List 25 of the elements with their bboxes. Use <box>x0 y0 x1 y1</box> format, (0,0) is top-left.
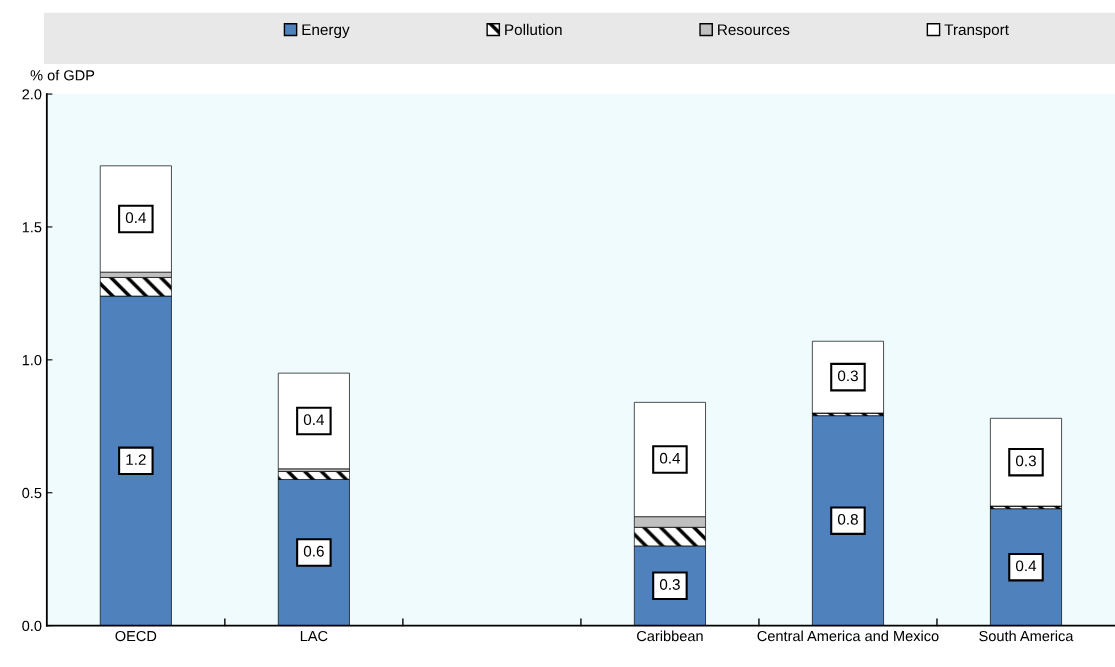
x-tick-label: Caribbean <box>637 630 703 642</box>
y-tick-label: 2.0 <box>22 89 42 100</box>
y-tick-label: 0.0 <box>22 620 42 632</box>
data-label: 0.3 <box>1015 455 1036 467</box>
legend-label: Energy <box>302 24 350 39</box>
y-tick-label: 1.5 <box>22 222 42 233</box>
data-label: 0.4 <box>1015 560 1037 572</box>
data-label: 0.3 <box>837 370 858 382</box>
x-tick-label: South America <box>979 630 1074 642</box>
y-tick-label: 1.0 <box>22 354 42 366</box>
y-tick-label: 0.5 <box>22 487 42 499</box>
data-label: 0.4 <box>659 452 681 464</box>
y-axis-title: % of GDP <box>30 69 95 81</box>
data-label: 0.4 <box>125 212 147 224</box>
x-tick-label: OECD <box>115 630 157 642</box>
data-label: 0.3 <box>659 579 680 590</box>
x-tick-label: LAC <box>300 630 328 642</box>
x-tick-label: Central America and Mexico <box>757 630 939 642</box>
data-label: 1.2 <box>126 454 146 465</box>
legend-label: Transport <box>944 24 1009 39</box>
data-label: 0.4 <box>303 414 325 426</box>
data-label: 0.8 <box>837 513 858 525</box>
legend-label: Pollution <box>505 23 562 36</box>
data-label: 0.6 <box>303 545 324 557</box>
legend-label: Resources <box>718 24 790 36</box>
